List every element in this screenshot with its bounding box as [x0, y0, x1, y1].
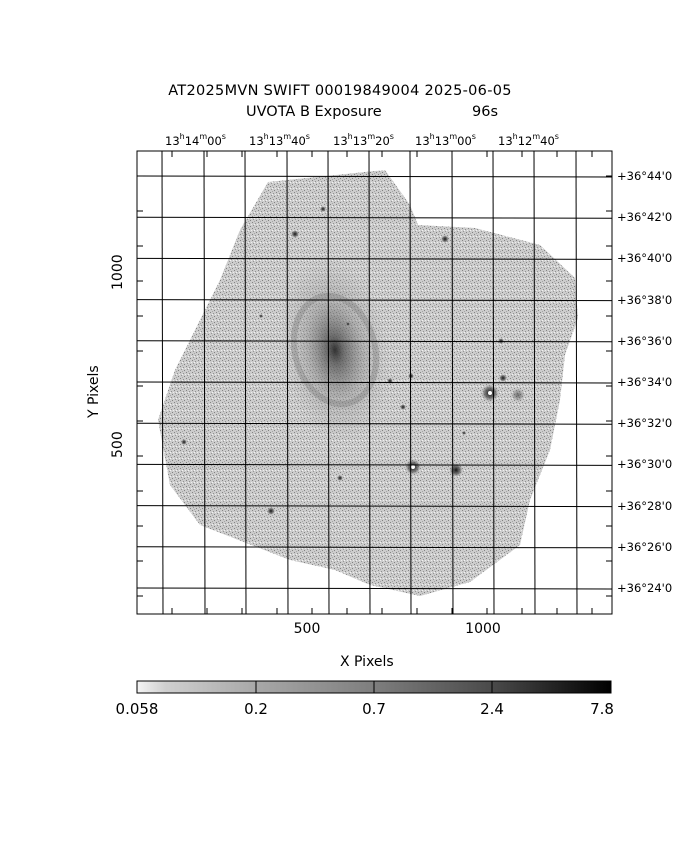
colorbar-label: 0.7 — [362, 700, 386, 718]
grid-line-dec — [136, 381, 613, 384]
star-source — [400, 404, 406, 410]
ra-tick-label: 13h12m40s — [498, 132, 559, 148]
colorbar-label: 0.058 — [115, 700, 159, 718]
grid-line-dec — [136, 505, 613, 508]
star-source — [408, 373, 414, 379]
grid-line-dec — [136, 216, 613, 219]
dec-tick-label: +36°30'0 — [617, 457, 673, 472]
colorbar-label: 2.4 — [480, 700, 504, 718]
dec-tick-label: +36°38'0 — [617, 292, 673, 307]
star-source — [267, 507, 275, 515]
star-source — [462, 431, 466, 435]
star-source — [291, 230, 299, 238]
plot-frame — [136, 150, 613, 615]
galaxy-core — [278, 255, 392, 445]
galaxy-arm — [290, 292, 380, 408]
exposure-time: 96s — [472, 104, 499, 120]
x-tick-label: 500 — [293, 621, 321, 637]
y-tick-label: 1000 — [110, 254, 126, 290]
frame-ticks — [137, 151, 612, 614]
ra-tick-label: 13h13m20s — [333, 132, 394, 148]
colorbar-label: 7.8 — [590, 700, 614, 718]
grid-line-dec — [136, 257, 613, 260]
star-source — [346, 322, 350, 326]
star-source — [320, 206, 326, 212]
grid-line-dec — [136, 587, 613, 590]
grid-line-dec — [136, 299, 613, 302]
target-marker — [488, 391, 492, 395]
star-source — [181, 439, 187, 445]
coordinate-grid — [136, 150, 613, 615]
star-source — [499, 374, 507, 382]
dec-tick-label: +36°24'0 — [617, 581, 673, 595]
image-title: AT2025MVN SWIFT 00019849004 2025-06-05 — [168, 83, 512, 99]
dec-tick-label: +36°28'0 — [617, 498, 673, 513]
dec-tick-label: +36°36'0 — [617, 333, 673, 348]
colorbar — [136, 680, 612, 694]
dec-tick-label: +36°32'0 — [617, 416, 673, 431]
dec-tick-label: +36°34'0 — [617, 375, 673, 389]
x-tick-label: 1000 — [465, 621, 501, 637]
colorbar-label: 0.2 — [244, 700, 268, 718]
dec-tick-label: +36°42'0 — [617, 210, 673, 225]
star-source — [441, 235, 449, 243]
grid-line-dec — [136, 422, 613, 425]
exposure-label: UVOTA B Exposure — [246, 104, 382, 120]
grid-line-dec — [136, 463, 613, 466]
ra-tick-label: 13h13m40s — [249, 132, 310, 148]
grid-line-dec — [136, 175, 613, 178]
dec-tick-label: +36°44'0 — [617, 169, 673, 183]
star-source — [498, 338, 504, 344]
y-axis-title: Y Pixels — [86, 365, 102, 418]
star-source — [259, 314, 263, 318]
grid-line-dec — [136, 546, 613, 549]
target-marker — [411, 465, 415, 469]
star-source — [511, 388, 525, 402]
exposure-footprint — [158, 170, 578, 596]
dec-tick-label: +36°26'0 — [617, 539, 673, 554]
ra-tick-label: 13h13m00s — [415, 132, 476, 148]
star-source — [387, 378, 393, 384]
y-tick-label: 500 — [110, 431, 126, 458]
x-axis-title: X Pixels — [340, 654, 394, 670]
ra-tick-label: 13h14m00s — [165, 132, 226, 148]
dec-tick-label: +36°40'0 — [617, 251, 673, 266]
grid-line-dec — [136, 340, 613, 343]
star-source — [337, 475, 343, 481]
